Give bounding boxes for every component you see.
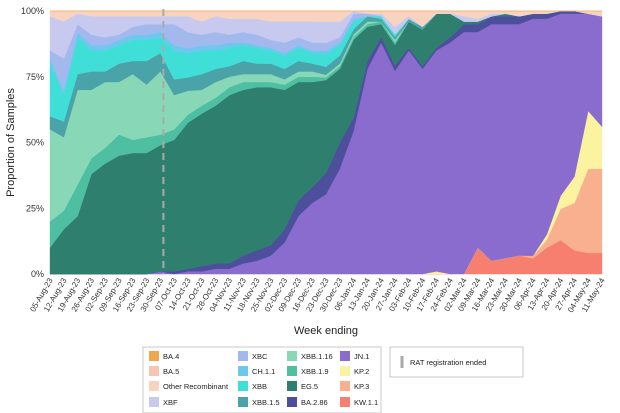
y-tick-label: 50%: [26, 138, 44, 148]
annotation-legend-box: [389, 346, 524, 378]
legend-swatch-kp-3: [340, 381, 350, 391]
legend-label-other-recombinant: Other Recombinant: [163, 382, 229, 391]
legend-label-kp-2: KP.2: [354, 367, 369, 376]
y-tick-label: 75%: [26, 72, 44, 82]
legend-label-xbb-1-16: XBB.1.16: [301, 352, 333, 361]
legend-swatch-xbb: [238, 381, 248, 391]
legend-label-kw-1-1: KW.1.1: [354, 398, 378, 407]
legend-label-ch-1-1: CH.1.1: [252, 367, 275, 376]
legend-swatch-ba-2-86: [287, 397, 297, 407]
x-axis-title: Week ending: [294, 325, 358, 337]
y-tick-label: 25%: [26, 203, 44, 213]
legend-label-ba-5: BA.5: [163, 367, 179, 376]
legend-label-xbc: XBC: [252, 352, 268, 361]
legend-swatch-kw-1-1: [340, 397, 350, 407]
legend-label-xbb: XBB: [252, 382, 267, 391]
legend-swatch-xbb-1-16: [287, 351, 297, 361]
legend-swatch-ba-5: [149, 366, 159, 376]
legend-label-xbb-1-9: XBB.1.9: [301, 367, 329, 376]
area-series-group: [49, 10, 603, 275]
legend-swatch-xbf: [149, 397, 159, 407]
y-tick-label: 100%: [21, 6, 44, 16]
y-axis-title: Proportion of Samples: [5, 88, 17, 197]
legend-label-xbb-1-5: XBB.1.5: [252, 398, 280, 407]
legend-swatch-jn-1: [340, 351, 350, 361]
legend-swatch-other-recombinant: [149, 381, 159, 391]
legend-swatch-ch-1-1: [238, 366, 248, 376]
legend-label-ba-2-86: BA.2.86: [301, 398, 328, 407]
legend-label-jn-1: JN.1: [354, 352, 369, 361]
legend-swatch-ba-4: [149, 351, 159, 361]
legend-swatch-eg-5: [287, 381, 297, 391]
legend-label-xbf: XBF: [163, 398, 178, 407]
annotation-legend-label: RAT registration ended: [410, 358, 486, 367]
legend-label-kp-3: KP.3: [354, 382, 369, 391]
legend-swatch-kp-2: [340, 366, 350, 376]
y-tick-label: 0%: [31, 269, 44, 279]
legend-label-ba-4: BA.4: [163, 352, 179, 361]
legend-swatch-xbc: [238, 351, 248, 361]
legend-swatch-xbb-1-5: [238, 397, 248, 407]
legend-label-eg-5: EG.5: [301, 382, 318, 391]
legend-swatch-xbb-1-9: [287, 366, 297, 376]
